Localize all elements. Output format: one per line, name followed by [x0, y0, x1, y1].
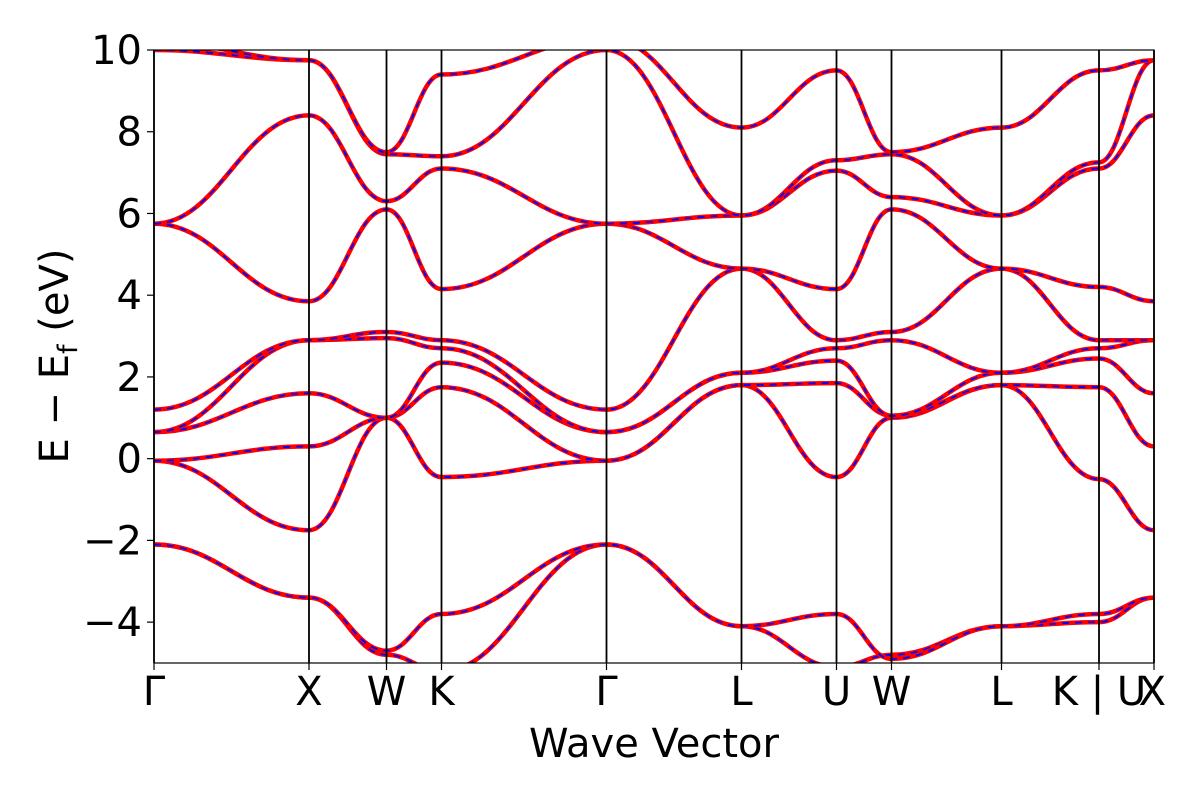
x-tick-label-1: X — [295, 669, 322, 715]
y-tick-label: 8 — [117, 110, 142, 156]
x-axis-label: Wave Vector — [529, 721, 780, 767]
band-10-solid — [154, 50, 1154, 218]
band-9-solid — [154, 113, 1154, 226]
y-axis: 10 8 6 4 2 0 −2 −4 — [83, 28, 154, 646]
bands-layer — [154, 50, 1154, 663]
y-tick-label: 4 — [117, 273, 142, 319]
x-tick-label-9: K | U — [1052, 669, 1146, 715]
x-tick-label-8: L — [990, 669, 1013, 715]
band-3-dashed — [154, 384, 1154, 532]
y-tick-label: 0 — [117, 437, 142, 483]
band-4-solid — [154, 380, 1154, 463]
band-11-dashed — [221, 50, 1154, 154]
y-tick-label: 6 — [117, 191, 142, 237]
x-tick-label-4: Γ — [595, 669, 618, 715]
band-10-dashed — [154, 50, 1154, 217]
y-tick-label: −2 — [83, 518, 142, 564]
kpoint-lines — [153, 50, 1155, 663]
band-9-dashed — [154, 114, 1154, 225]
band-7-solid — [154, 266, 1154, 412]
y-tick-label: 2 — [117, 355, 142, 401]
x-tick-label-7: W — [872, 669, 912, 715]
band-3-solid — [154, 382, 1154, 533]
x-tick-label-6: U — [822, 669, 851, 715]
y-tick-label: −4 — [83, 600, 142, 646]
x-tick-label-3: K — [428, 669, 456, 715]
x-tick-label-5: L — [730, 669, 753, 715]
plot-frame — [153, 49, 1155, 664]
y-axis-label: E − Ef (eV) — [32, 249, 84, 464]
band-2-solid — [154, 542, 1154, 662]
x-tick-label-0: Γ — [143, 669, 166, 715]
x-tick-label-10: X — [1139, 669, 1166, 715]
x-tick-label-2: W — [367, 669, 407, 715]
band-2-dashed — [154, 543, 1154, 660]
y-tick-label: 10 — [91, 28, 142, 74]
